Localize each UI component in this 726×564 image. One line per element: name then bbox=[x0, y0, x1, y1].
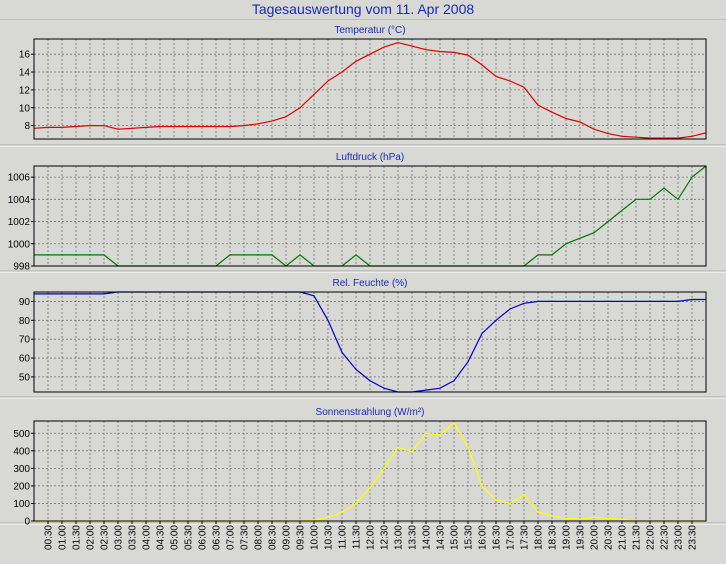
sonnenstrahlung-w-m-ytick-label: 100 bbox=[13, 499, 30, 510]
sonnenstrahlung-w-m-title: Sonnenstrahlung (W/m²) bbox=[316, 407, 425, 418]
x-tick-label: 11:00 bbox=[338, 525, 349, 550]
luftdruck-hpa-title: Luftdruck (hPa) bbox=[336, 152, 404, 163]
x-tick-label: 16:00 bbox=[478, 525, 489, 550]
temperatur-c-plot-border bbox=[33, 38, 707, 140]
x-tick-label: 10:00 bbox=[310, 525, 321, 550]
x-tick-label: 04:00 bbox=[142, 525, 153, 550]
x-tick-label: 03:00 bbox=[114, 525, 125, 550]
x-tick-label: 06:00 bbox=[198, 525, 209, 550]
rel-feuchte-ytick-label: 80 bbox=[19, 316, 31, 327]
luftdruck-hpa-ytick-label: 1000 bbox=[8, 239, 31, 250]
sonnenstrahlung-w-m-ytick-label: 500 bbox=[13, 429, 30, 440]
sonnenstrahlung-w-m-ytick-label: 400 bbox=[13, 446, 30, 457]
x-tick-label: 21:00 bbox=[618, 525, 629, 550]
temperatur-c-series-line bbox=[33, 41, 707, 139]
x-tick-label: 00:30 bbox=[44, 525, 55, 550]
x-tick-label: 02:30 bbox=[100, 525, 111, 550]
x-tick-label: 23:30 bbox=[688, 525, 699, 550]
x-tick-label: 07:30 bbox=[240, 525, 251, 550]
luftdruck-hpa-ytick-label: 1002 bbox=[8, 217, 31, 228]
x-tick-label: 18:00 bbox=[534, 525, 545, 550]
x-tick-label: 12:00 bbox=[366, 525, 377, 550]
x-tick-label: 07:00 bbox=[226, 525, 237, 550]
x-tick-label: 02:00 bbox=[86, 525, 97, 550]
temperatur-c-ytick-label: 14 bbox=[19, 68, 31, 79]
temperatur-c-title: Temperatur (°C) bbox=[334, 25, 405, 36]
x-tick-label: 18:30 bbox=[548, 525, 559, 550]
x-tick-label: 12:30 bbox=[380, 525, 391, 550]
x-tick-label: 22:00 bbox=[646, 525, 657, 550]
temperatur-c-ytick-label: 16 bbox=[19, 50, 31, 61]
x-tick-label: 22:30 bbox=[660, 525, 671, 550]
x-tick-label: 17:00 bbox=[506, 525, 517, 550]
x-tick-label: 20:00 bbox=[590, 525, 601, 550]
x-tick-label: 14:30 bbox=[436, 525, 447, 550]
rel-feuchte-ytick-label: 60 bbox=[19, 354, 31, 365]
x-tick-label: 13:00 bbox=[394, 525, 405, 550]
x-tick-label: 10:30 bbox=[324, 525, 335, 550]
temperatur-c-ytick-label: 8 bbox=[24, 121, 30, 132]
rel-feuchte-plot-border bbox=[33, 291, 707, 393]
luftdruck-hpa-ytick-label: 1004 bbox=[8, 195, 31, 206]
luftdruck-hpa-ytick-label: 1006 bbox=[8, 173, 31, 184]
x-tick-label: 19:00 bbox=[562, 525, 573, 550]
panel-separator bbox=[0, 19, 726, 20]
x-tick-label: 04:30 bbox=[156, 525, 167, 550]
x-tick-label: 13:30 bbox=[408, 525, 419, 550]
x-tick-label: 01:30 bbox=[72, 525, 83, 550]
x-tick-label: 15:30 bbox=[464, 525, 475, 550]
rel-feuchte-ytick-label: 90 bbox=[19, 297, 31, 308]
luftdruck-hpa-ytick-label: 998 bbox=[13, 262, 30, 273]
temperatur-c-ytick-label: 12 bbox=[19, 85, 31, 96]
x-tick-label: 08:30 bbox=[268, 525, 279, 550]
x-tick-label: 23:00 bbox=[674, 525, 685, 550]
x-tick-label: 05:00 bbox=[170, 525, 181, 550]
x-tick-label: 17:30 bbox=[520, 525, 531, 550]
x-tick-label: 20:30 bbox=[604, 525, 615, 550]
x-tick-label: 03:30 bbox=[128, 525, 139, 550]
rel-feuchte-ytick-label: 50 bbox=[19, 372, 31, 383]
x-tick-label: 14:00 bbox=[422, 525, 433, 550]
x-tick-label: 09:00 bbox=[282, 525, 293, 550]
rel-feuchte-ytick-label: 70 bbox=[19, 335, 31, 346]
x-tick-label: 15:00 bbox=[450, 525, 461, 550]
sonnenstrahlung-w-m-ytick-label: 0 bbox=[24, 517, 30, 528]
page-title: Tagesauswertung vom 11. Apr 2008 bbox=[251, 1, 475, 17]
luftdruck-hpa-plot-border bbox=[33, 165, 707, 267]
x-tick-label: 11:30 bbox=[352, 525, 363, 550]
sonnenstrahlung-w-m-ytick-label: 300 bbox=[13, 464, 30, 475]
sonnenstrahlung-w-m-ytick-label: 200 bbox=[13, 481, 30, 492]
x-tick-label: 16:30 bbox=[492, 525, 503, 550]
x-tick-label: 08:00 bbox=[254, 525, 265, 550]
x-tick-label: 01:00 bbox=[58, 525, 69, 550]
x-tick-label: 21:30 bbox=[632, 525, 643, 550]
x-tick-label: 05:30 bbox=[184, 525, 195, 550]
x-tick-label: 06:30 bbox=[212, 525, 223, 550]
temperatur-c-ytick-label: 10 bbox=[19, 103, 31, 114]
rel-feuchte-title: Rel. Feuchte (%) bbox=[332, 278, 407, 289]
x-tick-label: 19:30 bbox=[576, 525, 587, 550]
x-tick-label: 09:30 bbox=[296, 525, 307, 550]
